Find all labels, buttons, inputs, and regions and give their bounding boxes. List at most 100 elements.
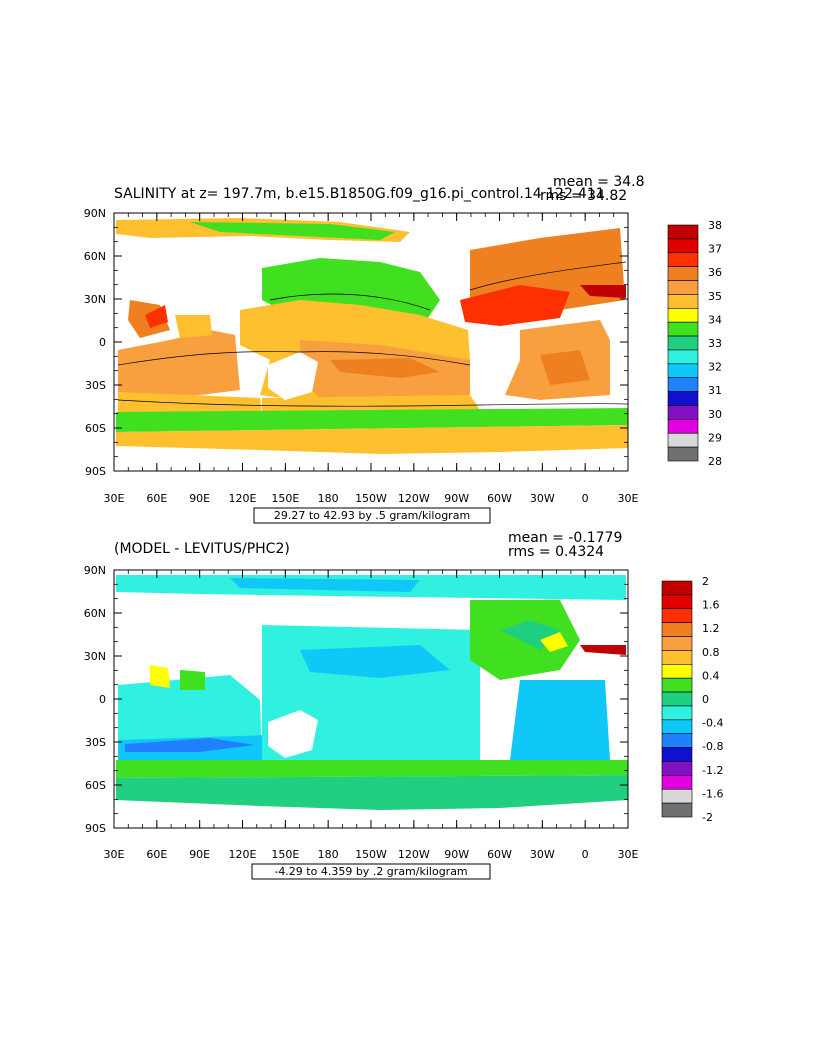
lat-label: 90N (84, 207, 106, 220)
panel1-colorbar: 38 37 36 35 34 33 32 31 30 29 28 (667, 219, 722, 468)
colorbar-swatch (667, 349, 699, 365)
lon-label: 180 (318, 492, 339, 505)
panel1-lat-labels: 90N 60N 30N 0 30S 60S 90S (84, 207, 106, 478)
colorbar-label: -0.4 (702, 717, 723, 730)
colorbar-swatch (661, 775, 693, 790)
colorbar-label: 0.8 (702, 646, 720, 659)
colorbar-label: -2 (702, 811, 713, 824)
lon-label: 60E (146, 848, 167, 861)
colorbar-swatch (667, 294, 699, 309)
colorbar-swatch (667, 224, 699, 240)
colorbar-swatch (667, 252, 699, 267)
colorbar-swatch (661, 650, 693, 665)
colorbar-swatch (661, 705, 693, 721)
colorbar-swatch (667, 266, 699, 281)
panel1-title: SALINITY at z= 197.7m, b.e15.B1850G.f09_… (114, 186, 605, 202)
panel2-ticks (113, 569, 629, 829)
colorbar-swatch (667, 307, 699, 323)
colorbar-label: 28 (708, 455, 722, 468)
colorbar-swatch (661, 761, 693, 776)
colorbar-swatch (661, 622, 693, 637)
colorbar-swatch (667, 432, 699, 448)
lon-label: 0 (582, 848, 589, 861)
lat-label: 30S (85, 379, 106, 392)
colorbar-label: 29 (708, 431, 722, 444)
panel1-ticks (113, 212, 629, 472)
lon-label: 30E (618, 848, 639, 861)
lon-label: 0 (582, 492, 589, 505)
colorbar-label: 33 (708, 337, 722, 350)
panel-difference: mean = -0.1779 rms = 0.4324 (MODEL - LEV… (84, 530, 723, 880)
panel2-colorbar: 2 1.6 1.2 0.8 0.4 0 -0.4 -0.8 -1.2 -1.6 -2 (661, 575, 723, 824)
lat-label: 60S (85, 779, 106, 792)
lat-label: 60N (84, 250, 106, 263)
colorbar-swatch (667, 238, 699, 254)
lat-label: 60N (84, 607, 106, 620)
lon-label: 150E (271, 492, 299, 505)
colorbar-label: 38 (708, 219, 722, 232)
colorbar-label: 37 (708, 243, 722, 256)
lon-label: 30E (104, 492, 125, 505)
panel2-lon-labels: 30E 60E 90E 120E 150E 180 150W 120W 90W 60W 30W 0 30… (104, 848, 639, 861)
panel2-range-box (251, 863, 491, 880)
panel1-lon-labels: 30E 60E 90E 120E 150E 180 150W 120W 90W 60W 30W 0 30… (104, 492, 639, 505)
lat-label: 0 (99, 336, 106, 349)
colorbar-swatch (661, 663, 693, 679)
lon-label: 120W (398, 492, 430, 505)
lat-label: 0 (99, 693, 106, 706)
colorbar-swatch (667, 419, 699, 434)
colorbar-label: 0.4 (702, 669, 720, 682)
colorbar-label: 0 (702, 693, 709, 706)
lat-label: 30S (85, 736, 106, 749)
colorbar-label: 1.2 (702, 622, 720, 635)
lat-label: 30N (84, 293, 106, 306)
panel2-title: (MODEL - LEVITUS/PHC2) (114, 541, 290, 557)
lon-label: 30W (530, 492, 555, 505)
colorbar-swatch (661, 747, 693, 762)
colorbar-swatch (667, 405, 699, 420)
panel2-rms: rms = 0.4324 (508, 544, 604, 560)
colorbar-swatch (661, 608, 693, 623)
lon-label: 30E (618, 492, 639, 505)
lon-label: 150E (271, 848, 299, 861)
lon-label: 90W (444, 848, 469, 861)
lon-label: 60W (487, 848, 512, 861)
colorbar-swatch (667, 321, 699, 337)
colorbar-swatch (661, 719, 693, 735)
colorbar-swatch (667, 335, 699, 351)
lon-label: 90W (444, 492, 469, 505)
colorbar-label: 1.6 (702, 599, 720, 612)
lat-label: 60S (85, 422, 106, 435)
colorbar-label: 2 (702, 575, 709, 588)
lon-label: 60W (487, 492, 512, 505)
colorbar-swatch (661, 802, 693, 818)
lat-label: 90S (85, 465, 106, 478)
panel2-range-text: -4.29 to 4.359 by .2 gram/kilogram (274, 865, 467, 878)
panel2-lat-labels: 90N 60N 30N 0 30S 60S 90S (84, 564, 106, 835)
colorbar-swatch (667, 391, 699, 406)
lat-label: 90N (84, 564, 106, 577)
colorbar-swatch (661, 788, 693, 804)
panel-salinity: mean = 34.8 rms = 34.82 SALINITY at z= 1… (84, 174, 722, 524)
lon-label: 180 (318, 848, 339, 861)
colorbar-swatch (661, 636, 693, 651)
colorbar-swatch (661, 677, 693, 693)
colorbar-label: 34 (708, 313, 722, 326)
lon-label: 120W (398, 848, 430, 861)
lat-label: 90S (85, 822, 106, 835)
colorbar-label: -1.6 (702, 787, 723, 800)
lat-label: 30N (84, 650, 106, 663)
colorbar-swatch (667, 446, 699, 462)
lon-label: 120E (229, 492, 257, 505)
colorbar-swatch (661, 580, 693, 596)
colorbar-swatch (661, 733, 693, 748)
lon-label: 90E (189, 492, 210, 505)
colorbar-label: -1.2 (702, 764, 723, 777)
colorbar-swatch (667, 377, 699, 392)
colorbar-swatch (661, 691, 693, 707)
colorbar-label: 36 (708, 266, 722, 279)
lon-label: 150W (355, 492, 387, 505)
panel1-rms: rms = 34.82 (540, 188, 627, 204)
colorbar-swatch (667, 280, 699, 295)
